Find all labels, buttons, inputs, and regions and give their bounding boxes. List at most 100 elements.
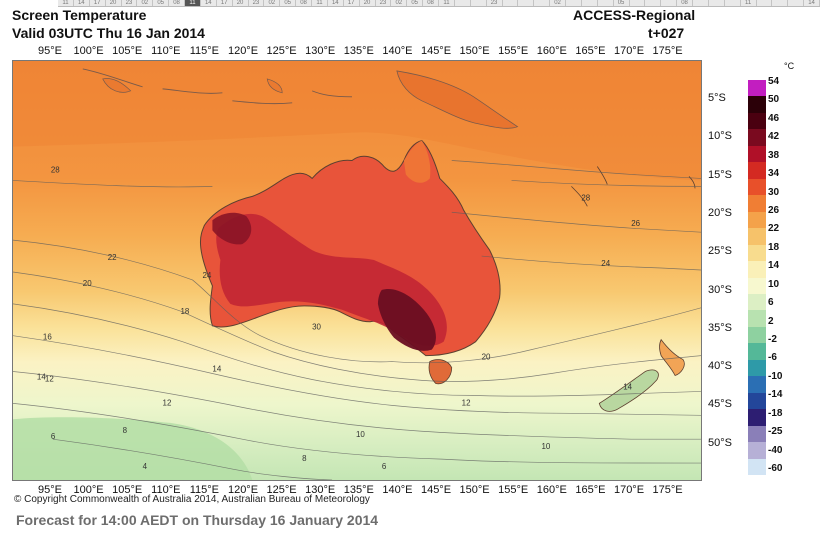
- time-step-33[interactable]: [582, 0, 598, 6]
- new-zealand-south: [598, 369, 659, 412]
- longitude-label: 175°E: [652, 484, 683, 496]
- colorbar-swatch: [748, 261, 766, 278]
- forecast-step: t+027: [648, 25, 685, 41]
- time-step-4[interactable]: 23: [122, 0, 138, 6]
- time-step-29[interactable]: [518, 0, 535, 6]
- time-step-19[interactable]: 20: [360, 0, 376, 6]
- pacific-islands: [571, 166, 696, 207]
- time-step-34[interactable]: [598, 0, 614, 6]
- isotherm-label: 14: [37, 372, 46, 381]
- colorbar-label: -18: [768, 407, 783, 419]
- time-step-32[interactable]: [566, 0, 582, 6]
- longitude-label: 120°E: [227, 484, 259, 496]
- time-step-22[interactable]: 05: [407, 0, 424, 6]
- latitude-label: 10°S: [708, 130, 732, 143]
- longitude-label: 125°E: [266, 45, 297, 57]
- colorbar-swatch: [748, 326, 766, 344]
- time-step-46[interactable]: [788, 0, 805, 6]
- isotherm-label: 12: [462, 398, 471, 407]
- temperature-map[interactable]: 2828262424222018161414121210108866430201…: [12, 60, 702, 481]
- time-step-40[interactable]: [693, 0, 709, 6]
- longitude-label: 140°E: [382, 484, 413, 496]
- time-step-2[interactable]: 17: [90, 0, 106, 6]
- colorbar-swatch: [748, 392, 766, 410]
- isotherm-label: 4: [143, 462, 148, 471]
- time-step-14[interactable]: 05: [280, 0, 297, 6]
- time-step-8[interactable]: 11: [185, 0, 201, 6]
- time-step-5[interactable]: 02: [137, 0, 154, 6]
- time-step-26[interactable]: [471, 0, 487, 6]
- time-step-10[interactable]: 17: [217, 0, 233, 6]
- time-step-23[interactable]: 08: [423, 0, 439, 6]
- time-step-9[interactable]: 14: [201, 0, 217, 6]
- time-step-3[interactable]: 20: [106, 0, 122, 6]
- time-step-43[interactable]: 11: [741, 0, 757, 6]
- time-step-7[interactable]: 08: [169, 0, 185, 6]
- colorbar-label: -40: [768, 444, 783, 456]
- colorbar-label: 54: [768, 76, 780, 87]
- time-step-24[interactable]: 11: [439, 0, 455, 6]
- time-step-15[interactable]: 08: [296, 0, 312, 6]
- time-step-21[interactable]: 02: [391, 0, 408, 6]
- colorbar-label: -60: [768, 463, 783, 474]
- longitude-label: 95°E: [38, 484, 62, 496]
- time-step-36[interactable]: [630, 0, 646, 6]
- colorbar-swatch: [748, 442, 766, 460]
- time-step-11[interactable]: 20: [233, 0, 249, 6]
- isotherm-label: 16: [43, 333, 52, 342]
- valid-time: Valid 03UTC Thu 16 Jan 2014: [12, 25, 205, 41]
- time-step-39[interactable]: 08: [677, 0, 693, 6]
- time-step-0[interactable]: 11: [58, 0, 74, 6]
- colorbar-swatch: [748, 195, 766, 213]
- cool-zone: [13, 417, 253, 480]
- new-zealand-north: [659, 338, 685, 376]
- time-step-28[interactable]: [503, 0, 519, 6]
- time-step-44[interactable]: [757, 0, 773, 6]
- colorbar-label: 38: [768, 149, 780, 161]
- time-step-20[interactable]: 23: [376, 0, 392, 6]
- time-step-47[interactable]: 14: [804, 0, 820, 6]
- hot-pilbara: [212, 212, 252, 245]
- time-step-1[interactable]: 14: [74, 0, 90, 6]
- colorbar-swatch: [748, 211, 766, 229]
- time-step-41[interactable]: [709, 0, 725, 6]
- time-step-35[interactable]: 05: [614, 0, 630, 6]
- colorbar-swatch: [748, 129, 766, 147]
- isotherm-label: 18: [181, 307, 190, 316]
- longitude-label: 145°E: [420, 484, 452, 496]
- longitude-label: 100°E: [73, 484, 104, 496]
- longitude-label: 110°E: [151, 45, 181, 57]
- time-step-30[interactable]: [534, 0, 551, 6]
- time-step-13[interactable]: 02: [264, 0, 281, 6]
- time-step-38[interactable]: [661, 0, 678, 6]
- isotherm-label: 28: [51, 165, 60, 174]
- colorbar-swatch: [748, 80, 766, 97]
- longitude-label: 105°E: [112, 484, 143, 496]
- colorbar-label: 10: [768, 278, 780, 290]
- longitude-label: 135°E: [343, 45, 374, 57]
- time-step-12[interactable]: 23: [249, 0, 265, 6]
- time-step-6[interactable]: 05: [153, 0, 170, 6]
- time-step-16[interactable]: 11: [312, 0, 328, 6]
- time-step-31[interactable]: 02: [550, 0, 566, 6]
- longitude-label: 150°E: [459, 45, 490, 57]
- colorbar-label: -2: [768, 334, 777, 345]
- time-step-27[interactable]: 23: [487, 0, 503, 6]
- longitude-labels-top: 95°E 100°E 105°E 110°E 115°E 120°E 125°E 130°E 1…: [12, 45, 702, 59]
- time-step-18[interactable]: 17: [344, 0, 360, 6]
- time-strip[interactable]: 11 14 17 20 23 02 05 08 11 14 17 20 23 02 05 08 11 14 17 20…: [58, 0, 820, 7]
- time-step-17[interactable]: 14: [328, 0, 344, 6]
- colorbar-label: 30: [768, 186, 780, 198]
- longitude-label: 100°E: [73, 45, 104, 57]
- longitude-label: 155°E: [498, 45, 529, 57]
- colorbar-swatch: [748, 244, 766, 262]
- longitude-label: 165°E: [575, 45, 606, 57]
- time-step-42[interactable]: [725, 0, 741, 6]
- time-step-45[interactable]: [772, 0, 789, 6]
- longitude-label: 170°E: [613, 45, 645, 57]
- latitude-label: 20°S: [708, 206, 732, 219]
- time-step-37[interactable]: [645, 0, 662, 6]
- longitude-label: 140°E: [382, 45, 413, 57]
- time-step-25[interactable]: [455, 0, 471, 6]
- latitude-label: 45°S: [708, 398, 732, 411]
